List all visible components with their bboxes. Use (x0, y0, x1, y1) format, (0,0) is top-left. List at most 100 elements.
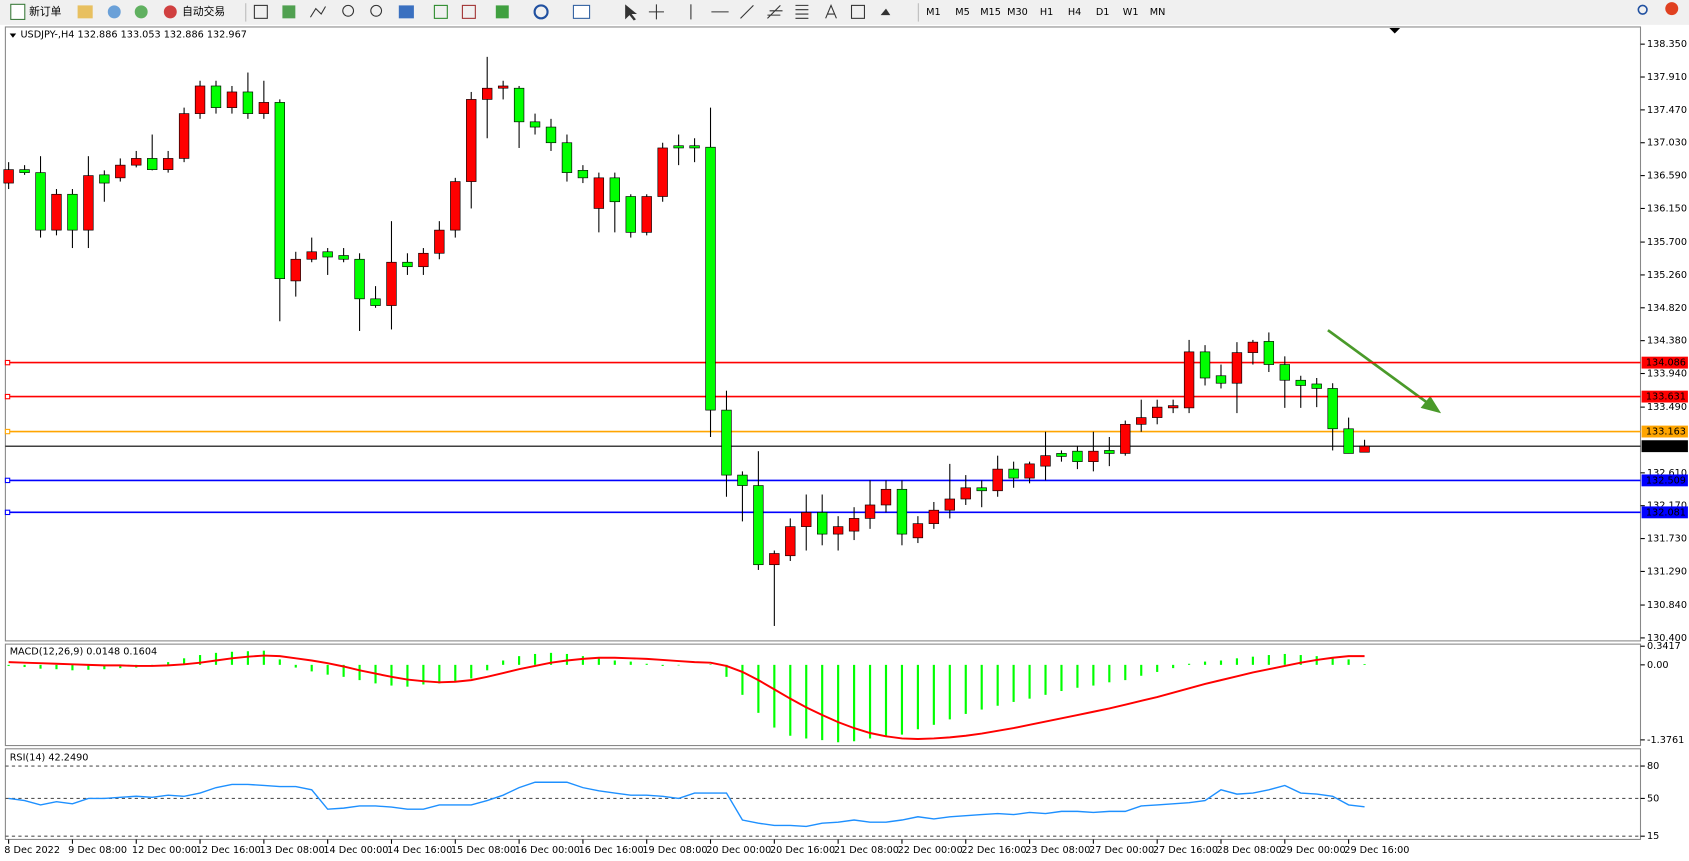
timeframe-button[interactable]: H4 (1068, 7, 1081, 18)
candle-body (434, 229, 445, 254)
timeframe-button[interactable]: W1 (1123, 7, 1139, 18)
timeframe-button[interactable]: M15 (980, 7, 1001, 18)
candle-body (673, 145, 684, 149)
x-tick-label: 22 Dec 16:00 (961, 845, 1026, 856)
candle-body (1295, 379, 1306, 386)
x-tick-label: 22 Dec 00:00 (898, 845, 963, 856)
candle-body (976, 487, 987, 492)
tool-icon[interactable] (107, 5, 121, 19)
y-tick-label: 136.590 (1647, 171, 1687, 182)
zoom-in-button[interactable] (342, 4, 355, 17)
shift-button[interactable] (461, 4, 476, 19)
trendline-button[interactable] (740, 5, 754, 19)
bar-chart-button[interactable] (253, 4, 268, 19)
candle-body (1072, 450, 1083, 462)
candle-body (513, 87, 525, 123)
tool-icon[interactable] (134, 5, 148, 19)
price-tag (1641, 425, 1688, 438)
candle-chart-button[interactable] (282, 5, 296, 19)
search-button[interactable] (1637, 4, 1648, 15)
label-button[interactable] (850, 4, 865, 19)
scroll-button[interactable] (433, 4, 448, 19)
auto-trading-icon[interactable] (163, 5, 177, 19)
level-handle (4, 359, 11, 366)
channel-button[interactable] (767, 5, 783, 19)
y-tick-label: 133.490 (1647, 402, 1687, 413)
timeframe-button[interactable]: M30 (1007, 7, 1028, 18)
arrows-button[interactable] (880, 8, 891, 16)
candle-body (1231, 352, 1243, 384)
candle-body (258, 102, 270, 114)
cursor-button[interactable] (625, 4, 638, 21)
candle-body (51, 193, 62, 231)
candle-body (529, 121, 541, 128)
periods-button[interactable] (533, 4, 549, 20)
timeframe-button[interactable]: M5 (955, 7, 970, 18)
candle-body (226, 91, 238, 108)
arrow-line (1327, 329, 1433, 407)
candle-body (1136, 417, 1147, 425)
y-tick-label: 134.380 (1647, 336, 1687, 347)
auto-trading-button[interactable]: 自动交易 (182, 5, 225, 18)
macd-title: MACD(12,26,9) 0.0148 0.1604 (10, 647, 157, 658)
candle-body (290, 258, 301, 282)
level-handle (4, 477, 11, 484)
x-tick-label: 14 Dec 16:00 (387, 845, 452, 856)
signal-line (8, 654, 1365, 740)
crosshair-button[interactable] (648, 4, 664, 20)
fibo-button[interactable] (795, 4, 809, 19)
x-tick-label: 8 Dec 2022 (4, 845, 60, 856)
candle-body (657, 147, 668, 197)
y-tick-label: 80 (1647, 761, 1659, 772)
trend-arrow (1327, 329, 1442, 414)
x-tick-label: 20 Dec 00:00 (706, 845, 771, 856)
candle-body (482, 87, 493, 100)
candle-body (737, 474, 748, 486)
price-tag-label: 133.631 (1646, 392, 1686, 403)
text-button[interactable] (825, 3, 837, 19)
price-tag (1641, 506, 1688, 519)
candle-body (1359, 445, 1370, 453)
line-chart-button[interactable] (309, 6, 326, 18)
timeframe-button[interactable]: D1 (1096, 7, 1110, 18)
symbol-menu-marker[interactable] (9, 33, 17, 38)
new-order-button[interactable]: 新订单 (29, 5, 62, 18)
y-tick-label: 0.00 (1647, 660, 1669, 671)
y-tick-label: 137.470 (1647, 105, 1687, 116)
toolbar (0, 0, 1689, 25)
timeframe-button[interactable]: MN (1150, 7, 1166, 18)
indicators-button[interactable] (495, 5, 509, 19)
y-tick-label: 132.170 (1647, 501, 1687, 512)
tile-button[interactable] (398, 5, 414, 19)
timeframe-button[interactable]: M1 (926, 7, 941, 18)
candle-body (1199, 351, 1211, 379)
candle-body (721, 409, 732, 476)
candle-body (115, 164, 126, 179)
candle-body (178, 113, 190, 159)
x-tick-label: 28 Dec 08:00 (1217, 845, 1282, 856)
x-tick-label: 29 Dec 00:00 (1280, 845, 1345, 856)
y-tick-label: 138.350 (1647, 39, 1687, 50)
candle-body (625, 196, 636, 233)
templates-button[interactable] (572, 4, 591, 19)
candle-body (466, 99, 477, 182)
x-tick-label: 14 Dec 00:00 (323, 845, 388, 856)
candle-body (497, 85, 509, 89)
notification-badge[interactable] (1665, 2, 1679, 16)
y-tick-label: 132.610 (1647, 468, 1687, 479)
rsi-title: RSI(14) 42.2490 (10, 752, 89, 763)
candle-body (370, 298, 381, 306)
shift-marker (1389, 28, 1401, 34)
new-order-icon[interactable] (10, 3, 26, 20)
x-tick-label: 29 Dec 16:00 (1344, 845, 1409, 856)
price-tag-label: 134.086 (1646, 358, 1686, 369)
zoom-out-button[interactable] (370, 4, 383, 17)
price-tag-label: 133.163 (1646, 427, 1686, 438)
tool-icon[interactable] (77, 5, 93, 19)
timeframe-button[interactable]: H1 (1040, 7, 1053, 18)
y-tick-label: 135.260 (1647, 270, 1687, 281)
candle-body (338, 255, 349, 260)
candle-body (577, 170, 589, 179)
candle-body (545, 126, 557, 144)
